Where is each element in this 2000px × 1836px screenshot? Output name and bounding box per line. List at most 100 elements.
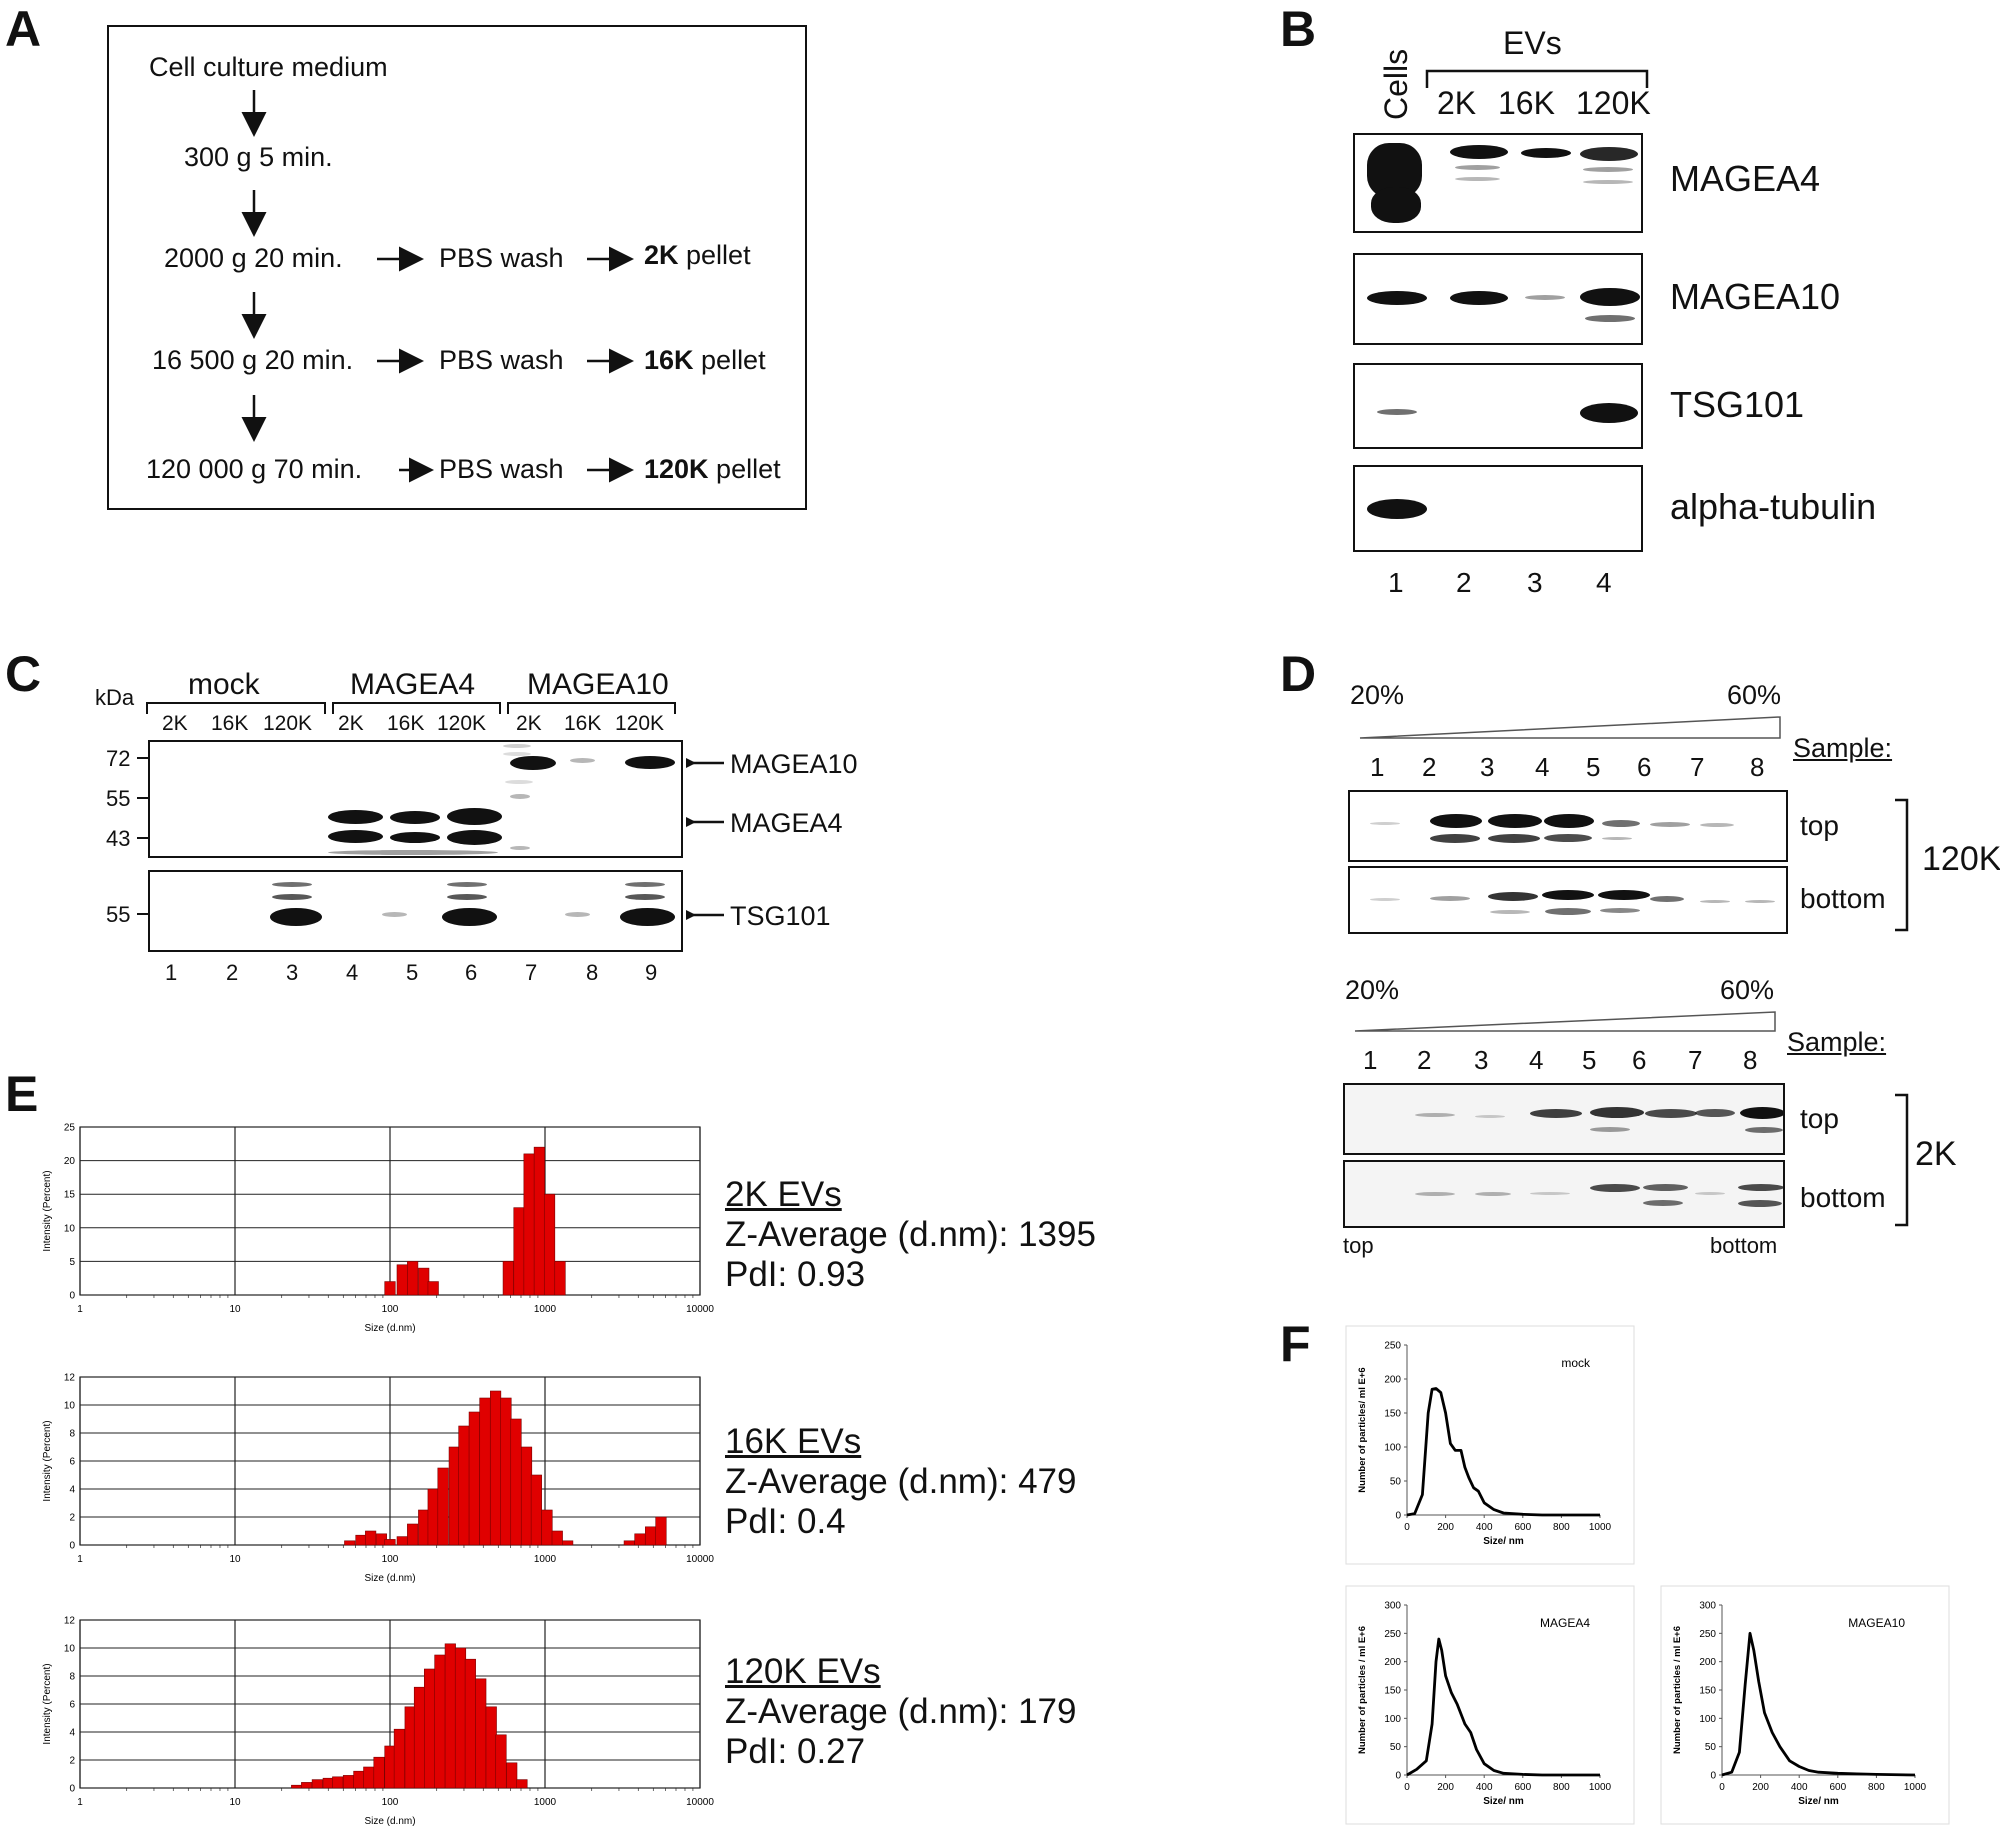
- d-2k-pct-low: 20%: [1345, 975, 1400, 1005]
- f-ytick-label: 150: [1699, 1686, 1716, 1697]
- e-pdi-2k: PdI: 0.93: [725, 1255, 866, 1294]
- f-chart-frame: [1345, 1585, 1635, 1825]
- kda-label: kDa: [95, 685, 135, 710]
- lane-b-1: 1: [1388, 567, 1404, 598]
- e-histogram-bar: [404, 1706, 416, 1789]
- pbs-wash-2: PBS wash: [439, 345, 564, 375]
- e-ytick-label: 0: [69, 1291, 75, 1302]
- f-ytick-label: 300: [1699, 1601, 1716, 1612]
- panel-letter-c: C: [5, 646, 42, 702]
- lane-c-1: 1: [165, 960, 178, 985]
- e-histogram-bar: [468, 1411, 480, 1546]
- d-2k-frac-2: 2: [1417, 1045, 1432, 1075]
- f-ytick-label: 150: [1384, 1686, 1401, 1697]
- e-xtick-label: 1: [77, 1554, 83, 1565]
- e-xaxis-label: Size (d.nm): [364, 1323, 415, 1334]
- d-120k-frac-4: 4: [1535, 752, 1550, 782]
- pellet-2k: 2K pellet: [644, 240, 751, 270]
- e-yaxis-label: Intensity (Percent): [42, 1663, 53, 1744]
- f-size-distribution-line: [1406, 1637, 1600, 1777]
- e-ytick-label: 12: [64, 1616, 76, 1627]
- flow-step-2000g: 2000 g 20 min.: [164, 243, 343, 273]
- f-ytick-label: 50: [1390, 1477, 1402, 1488]
- e-xtick-label: 1000: [534, 1304, 557, 1315]
- e-ytick-label: 10: [64, 1401, 76, 1412]
- col-label-16k: 16K: [1498, 85, 1555, 121]
- d-120k-sample-label: Sample:: [1793, 733, 1893, 763]
- e-histogram-bar: [448, 1446, 460, 1546]
- e-histogram-bar: [396, 1536, 408, 1546]
- d-2k-row-top: top: [1800, 1103, 1839, 1134]
- f-ytick-label: 250: [1384, 1629, 1401, 1640]
- flow-step-16500g: 16 500 g 20 min.: [152, 345, 354, 375]
- d-2k-row-bottom: bottom: [1800, 1182, 1886, 1213]
- d-120k-frac-7: 7: [1690, 752, 1705, 782]
- f-chart-frame: [1660, 1585, 1950, 1825]
- e-histogram-bar: [365, 1530, 377, 1546]
- d-2k-frac-4: 4: [1529, 1045, 1544, 1075]
- panel-letter-a: A: [5, 1, 42, 57]
- f-ytick-label: 200: [1384, 1375, 1401, 1386]
- e-histogram-bar: [551, 1530, 563, 1546]
- blot-d-120k-bottom: [1348, 866, 1788, 934]
- f-ytick-label: 100: [1384, 1714, 1401, 1725]
- cells-label: Cells: [1378, 48, 1414, 120]
- f-chart-frame: [1345, 1325, 1635, 1565]
- d-120k-frac-1: 1: [1370, 752, 1385, 782]
- e-ytick-label: 6: [69, 1700, 75, 1711]
- f-xtick-label: 800: [1553, 1782, 1570, 1793]
- f-ytick-label: 200: [1384, 1657, 1401, 1668]
- e-histogram-bar: [541, 1509, 553, 1546]
- dls-chart-16k: 1 10 100 1000 10000 0 2 4 6 8 10 12 Size (d.nm) Inten…: [42, 1373, 714, 1585]
- e-histogram-bar: [413, 1686, 426, 1789]
- e-xtick-label: 100: [382, 1554, 399, 1565]
- e-xtick-label: 100: [382, 1797, 399, 1808]
- f-ytick-label: 50: [1390, 1742, 1402, 1753]
- group-mock: mock: [188, 668, 260, 701]
- blot-c-top: [148, 740, 683, 858]
- e-histogram-bar: [322, 1777, 334, 1789]
- e-histogram-bar: [506, 1762, 518, 1789]
- f-ytick-label: 0: [1395, 1771, 1401, 1782]
- e-histogram-bar: [475, 1678, 487, 1789]
- blot-label-magea4: MAGEA4: [1670, 158, 1821, 199]
- e-histogram-bar: [520, 1446, 533, 1546]
- e-xtick-label: 10: [229, 1554, 241, 1565]
- e-histogram-bar: [458, 1425, 470, 1546]
- e-histogram-bar: [645, 1526, 657, 1546]
- e-histogram-bar: [407, 1523, 419, 1546]
- d-group-2k: 2K: [1915, 1135, 1957, 1173]
- sub-c-2: 16K: [211, 712, 249, 735]
- d-120k-frac-5: 5: [1586, 752, 1601, 782]
- sub-c-4: 2K: [338, 712, 364, 735]
- panel-a-flowchart: Cell culture medium 300 g 5 min. 2000 g …: [107, 25, 807, 510]
- d-2k-frac-3: 3: [1474, 1045, 1489, 1075]
- f-chart-title: MAGEA4: [1540, 1616, 1590, 1630]
- blot-magea10: [1353, 253, 1643, 345]
- e-histogram-bar: [423, 1668, 436, 1789]
- f-ytick-label: 0: [1395, 1511, 1401, 1522]
- e-histogram-bar: [427, 1488, 439, 1546]
- panel-letter-b: B: [1280, 1, 1317, 57]
- marker-55-top: 55: [106, 786, 131, 811]
- marker-ticks: [137, 757, 149, 915]
- e-histogram-bar: [332, 1776, 344, 1789]
- e-histogram-bar: [510, 1418, 522, 1546]
- f-chart-title: mock: [1561, 1356, 1591, 1370]
- e-histogram-bar: [516, 1779, 528, 1789]
- e-ytick-label: 2: [69, 1513, 75, 1524]
- f-xtick-label: 800: [1553, 1522, 1570, 1533]
- marker-43: 43: [106, 826, 131, 851]
- f-xtick-label: 1000: [1589, 1522, 1612, 1533]
- lane-c-7: 7: [525, 960, 538, 985]
- e-histogram-bar: [373, 1756, 385, 1789]
- sub-c-1: 2K: [162, 712, 188, 735]
- blot-label-alpha-tubulin: alpha-tubulin: [1670, 486, 1877, 527]
- e-histogram-bar: [533, 1146, 545, 1296]
- f-size-distribution-line: [1721, 1631, 1916, 1777]
- f-xtick-label: 600: [1514, 1522, 1531, 1533]
- e-xtick-label: 1000: [534, 1554, 557, 1565]
- e-histogram-bar: [434, 1654, 446, 1789]
- e-histogram-bar: [418, 1267, 430, 1296]
- e-ytick-label: 0: [69, 1541, 75, 1552]
